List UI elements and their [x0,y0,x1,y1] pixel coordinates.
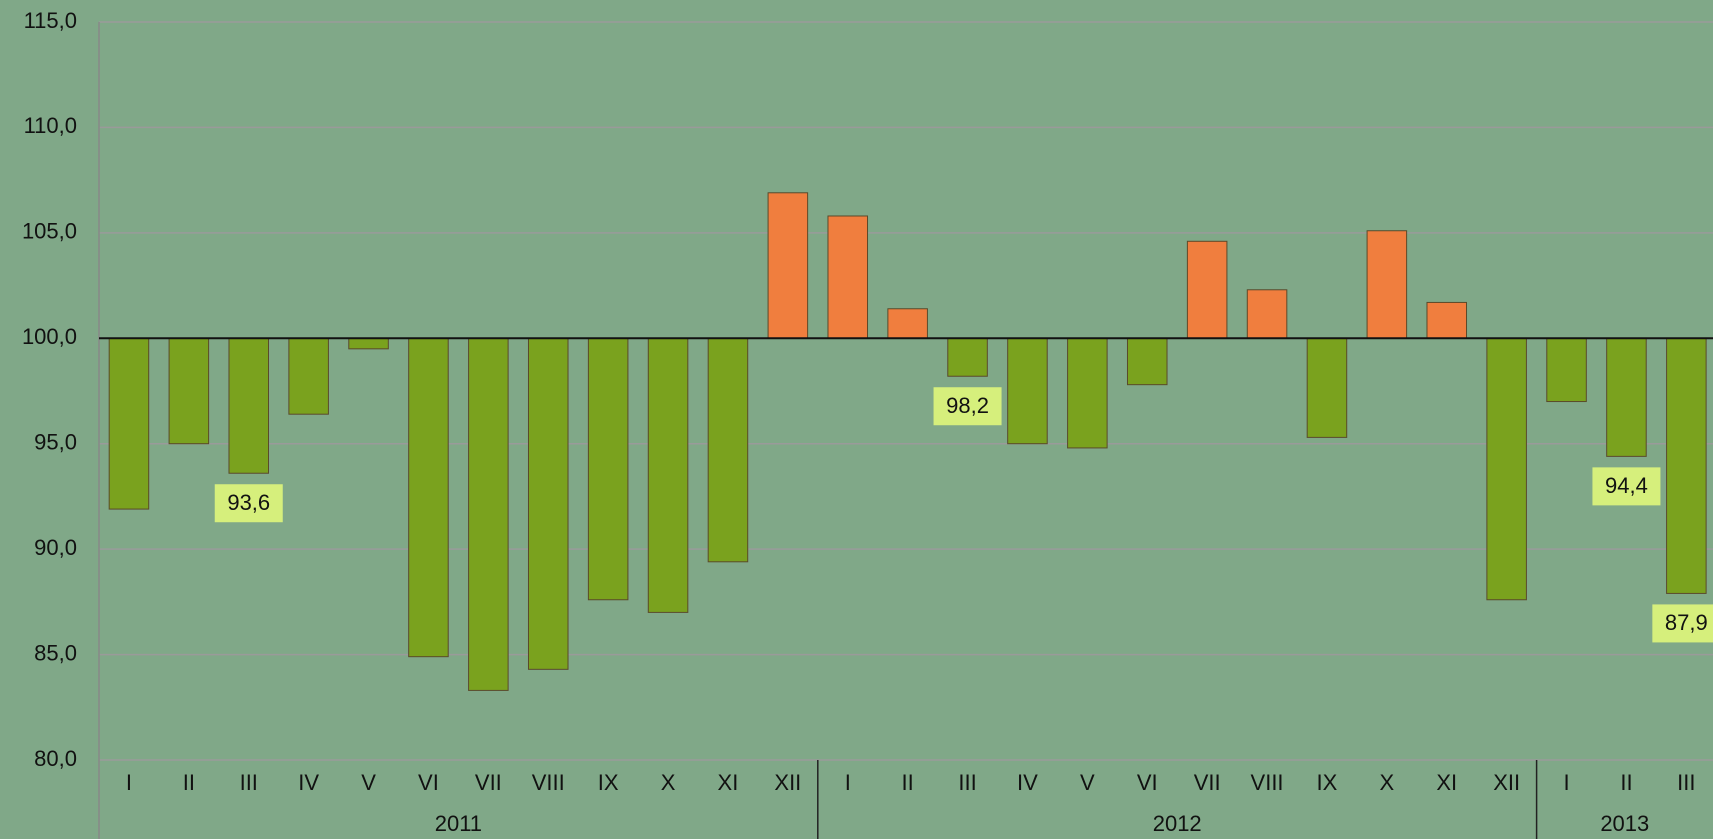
bar [1186,240,1228,339]
value-label: 87,9 [1665,610,1708,635]
group-label: 2012 [1153,811,1202,836]
y-tick-label: 95,0 [34,430,77,455]
y-tick-label: 90,0 [34,535,77,560]
bar [1007,337,1048,445]
value-label: 98,2 [946,393,989,418]
bar [228,337,270,474]
bar [767,192,809,339]
bar [647,337,689,613]
bar [827,215,869,339]
bar [468,337,509,691]
x-tick-label: X [661,770,676,795]
x-tick-label: III [958,770,976,795]
group-label: 2011 [435,811,482,836]
x-tick-label: VII [475,770,502,795]
bar [1546,337,1587,403]
y-tick-label: 115,0 [24,8,77,33]
bar [108,337,150,510]
x-tick-label: IX [1317,770,1338,795]
x-tick-label: IX [598,770,619,795]
bar [168,337,210,445]
bar [348,337,389,350]
group-label: 2013 [1600,811,1649,836]
bar [1126,337,1168,386]
x-tick-label: V [361,770,376,795]
value-label-box [1592,467,1661,506]
bar [1486,337,1527,601]
x-tick-label: XI [1436,770,1457,795]
x-tick-label: VIII [1251,770,1284,795]
value-label-box [214,484,283,523]
y-tick-label: 100,0 [22,324,77,349]
x-tick-label: IV [1017,770,1038,795]
x-tick-label: XII [774,770,801,795]
x-tick-label: X [1380,770,1395,795]
bar [1067,337,1108,449]
bar [707,337,749,563]
x-tick-label: VI [418,770,439,795]
x-tick-label: III [1677,770,1695,795]
bar [887,308,928,339]
x-tick-label: VIII [532,770,565,795]
bar [527,337,569,670]
value-label-box [1652,604,1713,643]
x-tick-label: I [845,770,851,795]
x-tick-label: III [240,770,258,795]
bar [408,337,449,658]
x-tick-label: XI [718,770,739,795]
value-label-box [933,387,1002,426]
bar [947,337,988,377]
value-label: 94,4 [1605,473,1648,498]
x-tick-label: I [126,770,132,795]
bar [1606,337,1647,457]
bar [1426,301,1468,339]
x-tick-label: V [1080,770,1095,795]
value-label: 93,6 [227,490,270,515]
x-tick-label: II [183,770,195,795]
bar [1666,337,1707,594]
x-tick-label: IV [298,770,319,795]
y-tick-label: 80,0 [34,746,77,771]
bar [288,337,329,415]
x-tick-label: I [1563,770,1569,795]
y-tick-label: 85,0 [34,640,77,665]
x-tick-label: XII [1493,770,1520,795]
y-tick-label: 110,0 [24,113,77,138]
x-tick-label: VII [1194,770,1221,795]
bar [587,337,629,601]
bar [1306,337,1348,438]
x-tick-label: II [1620,770,1632,795]
x-tick-label: II [902,770,914,795]
y-tick-label: 105,0 [22,219,77,244]
x-tick-label: VI [1137,770,1158,795]
bar [1366,230,1408,339]
bar [1246,289,1288,339]
